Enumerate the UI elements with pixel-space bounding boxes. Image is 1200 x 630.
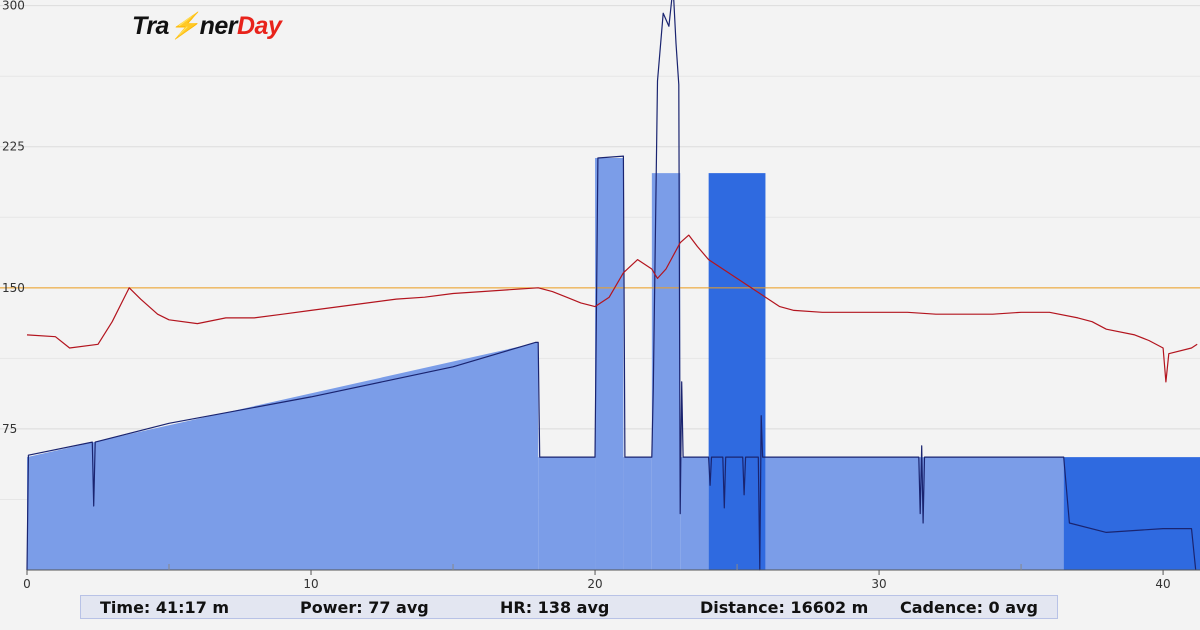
series-layer	[0, 0, 1200, 571]
lightning-icon: ⚡	[168, 12, 200, 40]
target-block-2	[595, 158, 624, 570]
series-line-0	[26, 0, 1197, 571]
target-block-1	[538, 457, 596, 570]
target-blocks	[27, 158, 1200, 570]
x-tick-label: 40	[1155, 577, 1170, 591]
target-block-4	[651, 173, 681, 570]
target-block-8	[1063, 457, 1200, 570]
axis-layer: 75 150 225 300 0 10 20 30 40	[2, 0, 1200, 591]
target-block-0	[27, 342, 539, 570]
time-stat: Time: 41:17 m	[100, 598, 230, 617]
trainerday-logo: Tra⚡nerDay	[132, 12, 282, 40]
x-tick-label: 20	[587, 577, 602, 591]
target-block-6	[708, 173, 766, 570]
target-block-5	[680, 457, 709, 570]
x-tick-label: 0	[23, 577, 31, 591]
power-stat: Power: 77 avg	[300, 598, 429, 617]
stats-bar: Time: 41:17 m Power: 77 avg HR: 138 avg …	[80, 595, 1058, 619]
y-tick-label: 300	[2, 0, 25, 13]
hr-stat: HR: 138 avg	[500, 598, 610, 617]
x-tick-label: 30	[871, 577, 886, 591]
y-tick-label: 150	[2, 281, 25, 295]
target-block-7	[765, 457, 1064, 570]
cadence-stat: Cadence: 0 avg	[900, 598, 1038, 617]
y-tick-label: 225	[2, 140, 25, 154]
distance-stat: Distance: 16602 m	[700, 598, 869, 617]
x-tick-label: 10	[303, 577, 318, 591]
y-tick-label: 75	[2, 422, 17, 436]
target-block-3	[623, 457, 652, 570]
series-line-1	[26, 234, 1198, 383]
